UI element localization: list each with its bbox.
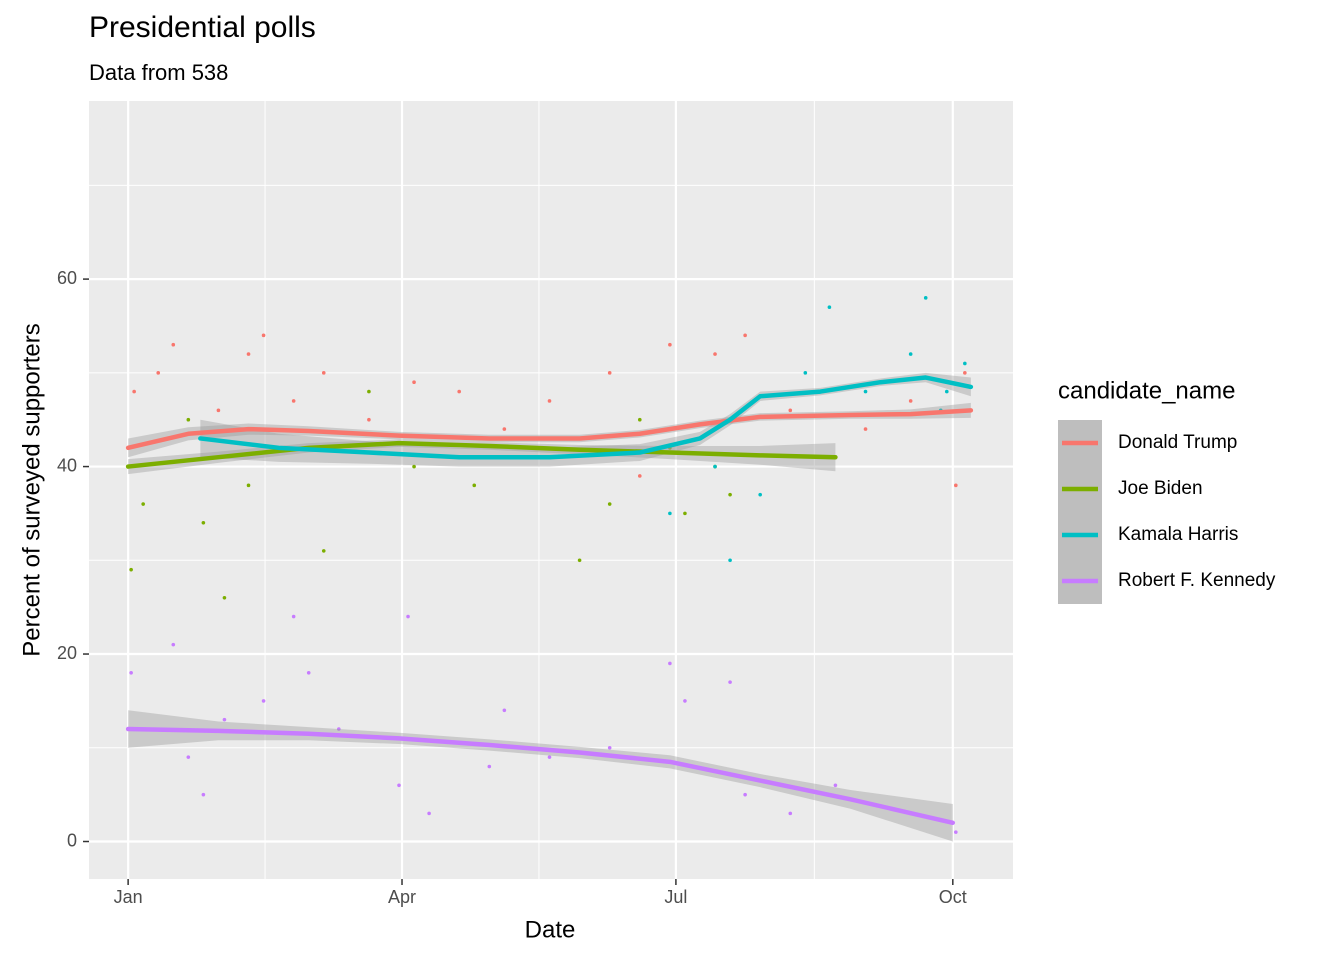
poll-point xyxy=(412,464,416,469)
poll-point xyxy=(367,417,371,422)
poll-point xyxy=(222,717,227,722)
poll-point xyxy=(141,502,145,506)
poll-point xyxy=(963,361,967,366)
poll-point xyxy=(186,417,191,422)
poll-point xyxy=(186,755,191,759)
poll-point xyxy=(788,408,793,413)
poll-point xyxy=(833,783,838,788)
poll-point xyxy=(944,389,949,394)
poll-point xyxy=(863,427,868,431)
x-tick-label: Jan xyxy=(114,887,143,907)
y-axis-label: Percent of surveyed supporters xyxy=(18,323,45,657)
poll-point xyxy=(291,614,296,619)
poll-point xyxy=(222,595,227,600)
poll-point xyxy=(803,371,808,375)
smooth-line xyxy=(125,726,956,826)
poll-point xyxy=(713,352,717,356)
poll-point xyxy=(397,783,401,788)
poll-point xyxy=(246,352,251,356)
poll-point xyxy=(171,342,176,347)
poll-point xyxy=(743,792,747,797)
poll-point xyxy=(668,511,672,516)
legend-label: Joe Biden xyxy=(1118,478,1203,499)
poll-point xyxy=(788,811,793,816)
plot-panel xyxy=(89,101,1013,879)
poll-point xyxy=(487,764,492,769)
poll-point xyxy=(743,333,747,338)
poll-point xyxy=(547,399,552,403)
poll-point xyxy=(683,511,687,516)
poll-point xyxy=(261,333,266,338)
poll-point xyxy=(367,389,371,394)
poll-point xyxy=(321,549,326,553)
poll-point xyxy=(827,305,832,310)
confidence-band xyxy=(128,710,953,842)
poll-point xyxy=(908,399,913,403)
y-tick-label: 60 xyxy=(57,268,77,288)
poll-point xyxy=(637,417,642,422)
legend-label: Robert F. Kennedy xyxy=(1118,570,1276,591)
poll-point xyxy=(502,427,507,431)
poll-point xyxy=(321,371,326,375)
y-tick-label: 0 xyxy=(67,830,77,850)
poll-point xyxy=(963,371,967,375)
poll-point xyxy=(129,567,133,572)
x-tick-label: Oct xyxy=(939,887,967,907)
poll-point xyxy=(457,389,462,394)
smooth-line xyxy=(198,375,974,460)
poll-point xyxy=(129,670,133,675)
x-tick-label: Apr xyxy=(388,887,416,907)
legend-title: candidate_name xyxy=(1058,377,1235,404)
poll-point xyxy=(728,680,732,684)
poll-point xyxy=(758,492,762,497)
poll-point xyxy=(246,483,251,488)
poll-point xyxy=(472,483,477,488)
poll-point xyxy=(306,670,311,675)
smooth-line xyxy=(125,440,838,469)
poll-point xyxy=(637,474,642,478)
x-tick-label: Jul xyxy=(664,887,687,907)
poll-point xyxy=(954,483,958,488)
poll-point xyxy=(412,380,416,385)
poll-point xyxy=(547,755,552,759)
poll-point xyxy=(201,792,206,797)
poll-point xyxy=(683,699,687,703)
poll-point xyxy=(406,614,410,619)
poll-point xyxy=(728,558,732,563)
poll-point xyxy=(291,399,296,403)
y-tick-label: 40 xyxy=(57,455,77,475)
legend-label: Kamala Harris xyxy=(1118,524,1238,545)
poll-point xyxy=(502,708,507,713)
poll-point xyxy=(427,811,431,816)
smooth-line xyxy=(125,408,974,451)
legend-label: Donald Trump xyxy=(1118,432,1237,453)
poll-point xyxy=(607,502,612,506)
x-axis-label: Date xyxy=(525,916,576,943)
poll-point xyxy=(607,745,612,750)
poll-point xyxy=(668,342,672,347)
poll-point xyxy=(713,464,717,469)
poll-point xyxy=(216,408,221,413)
poll-point xyxy=(668,661,672,666)
poll-point xyxy=(156,371,161,375)
poll-point xyxy=(728,492,732,497)
y-tick-label: 20 xyxy=(57,643,77,663)
poll-point xyxy=(863,389,868,394)
poll-point xyxy=(132,389,136,394)
poll-point xyxy=(261,699,266,703)
poll-point xyxy=(923,296,928,300)
poll-point xyxy=(337,727,341,731)
poll-point xyxy=(201,521,206,525)
poll-point xyxy=(577,558,582,563)
poll-point xyxy=(908,352,913,356)
poll-point xyxy=(171,642,176,647)
poll-point xyxy=(607,371,612,375)
poll-point xyxy=(954,830,958,834)
chart-subtitle: Data from 538 xyxy=(89,60,228,85)
chart-title: Presidential polls xyxy=(89,11,316,44)
